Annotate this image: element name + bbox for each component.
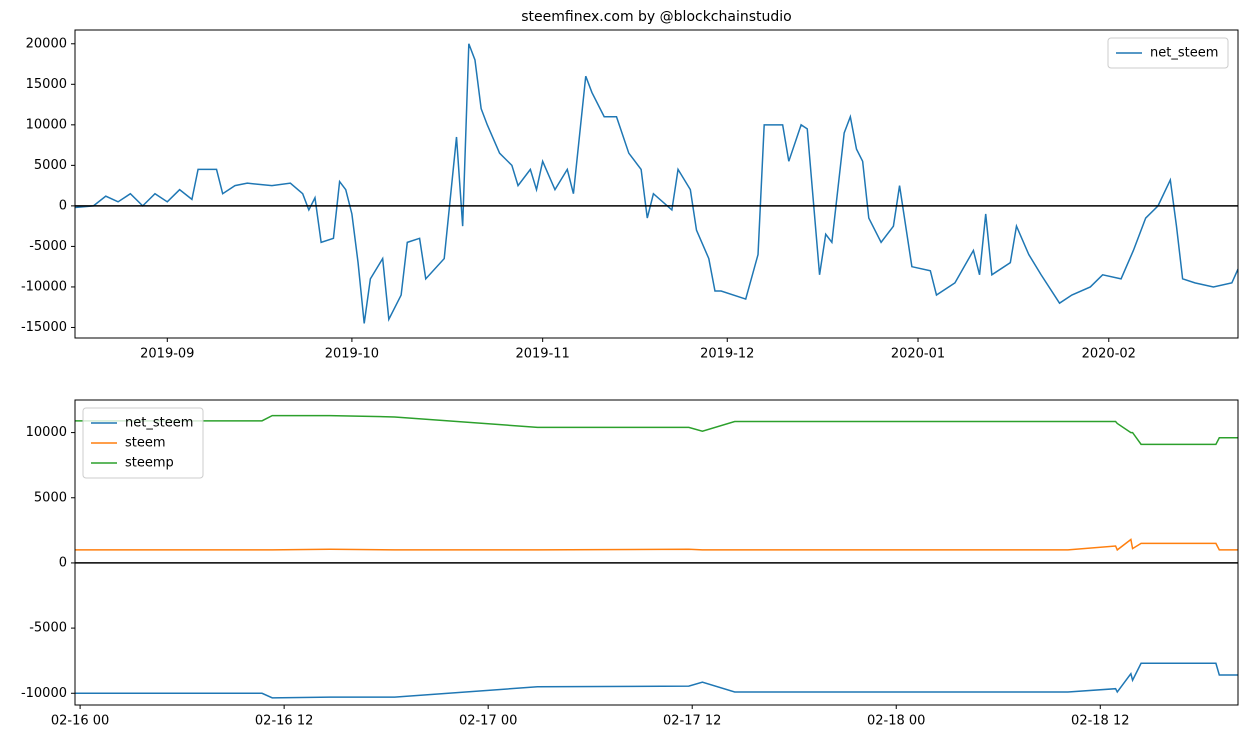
x-tick-label: 02-18 12 bbox=[1071, 714, 1129, 729]
legend-box bbox=[82, 407, 204, 479]
x-tick-label: 2019-11 bbox=[515, 347, 569, 362]
x-tick-label: 2019-09 bbox=[140, 347, 194, 362]
y-tick-label: 0 bbox=[59, 198, 67, 213]
y-tick-label: -15000 bbox=[21, 320, 67, 335]
plot-area bbox=[75, 43, 1238, 324]
x-tick-label: 02-18 00 bbox=[867, 714, 925, 729]
y-tick-label: 5000 bbox=[34, 490, 67, 505]
y-tick-label: 15000 bbox=[26, 77, 67, 92]
x-tick-label: 02-17 12 bbox=[663, 714, 721, 729]
y-tick-label: -5000 bbox=[29, 239, 67, 254]
series-line bbox=[75, 662, 1238, 699]
y-tick-label: -10000 bbox=[21, 279, 67, 294]
legend-box bbox=[1107, 37, 1229, 69]
x-tick-label: 02-17 00 bbox=[459, 714, 517, 729]
legend-label: steem bbox=[125, 436, 166, 451]
series-line bbox=[75, 538, 1238, 552]
x-tick-label: 02-16 12 bbox=[255, 714, 313, 729]
axes-frame bbox=[74, 29, 1239, 339]
legend-label: steemp bbox=[125, 456, 174, 471]
x-tick-label: 02-16 00 bbox=[51, 714, 109, 729]
y-tick-label: 10000 bbox=[26, 425, 67, 440]
x-tick-label: 2019-10 bbox=[325, 347, 379, 362]
legend-label: net_steem bbox=[125, 416, 193, 431]
chart-title: steemfinex.com by @blockchainstudio bbox=[521, 9, 791, 25]
legend-label: net_steem bbox=[1150, 46, 1218, 61]
series-line bbox=[75, 414, 1238, 446]
x-tick-label: 2020-01 bbox=[891, 347, 945, 362]
y-tick-label: 10000 bbox=[26, 117, 67, 132]
plot-area bbox=[75, 414, 1238, 699]
x-tick-label: 2020-02 bbox=[1082, 347, 1136, 362]
axes-frame bbox=[74, 399, 1239, 706]
y-tick-label: 0 bbox=[59, 555, 67, 570]
x-tick-label: 2019-12 bbox=[700, 347, 754, 362]
series-line bbox=[75, 43, 1238, 324]
y-tick-label: 5000 bbox=[34, 158, 67, 173]
y-tick-label: -10000 bbox=[21, 686, 67, 701]
y-tick-label: 20000 bbox=[26, 36, 67, 51]
y-tick-label: -5000 bbox=[29, 621, 67, 636]
